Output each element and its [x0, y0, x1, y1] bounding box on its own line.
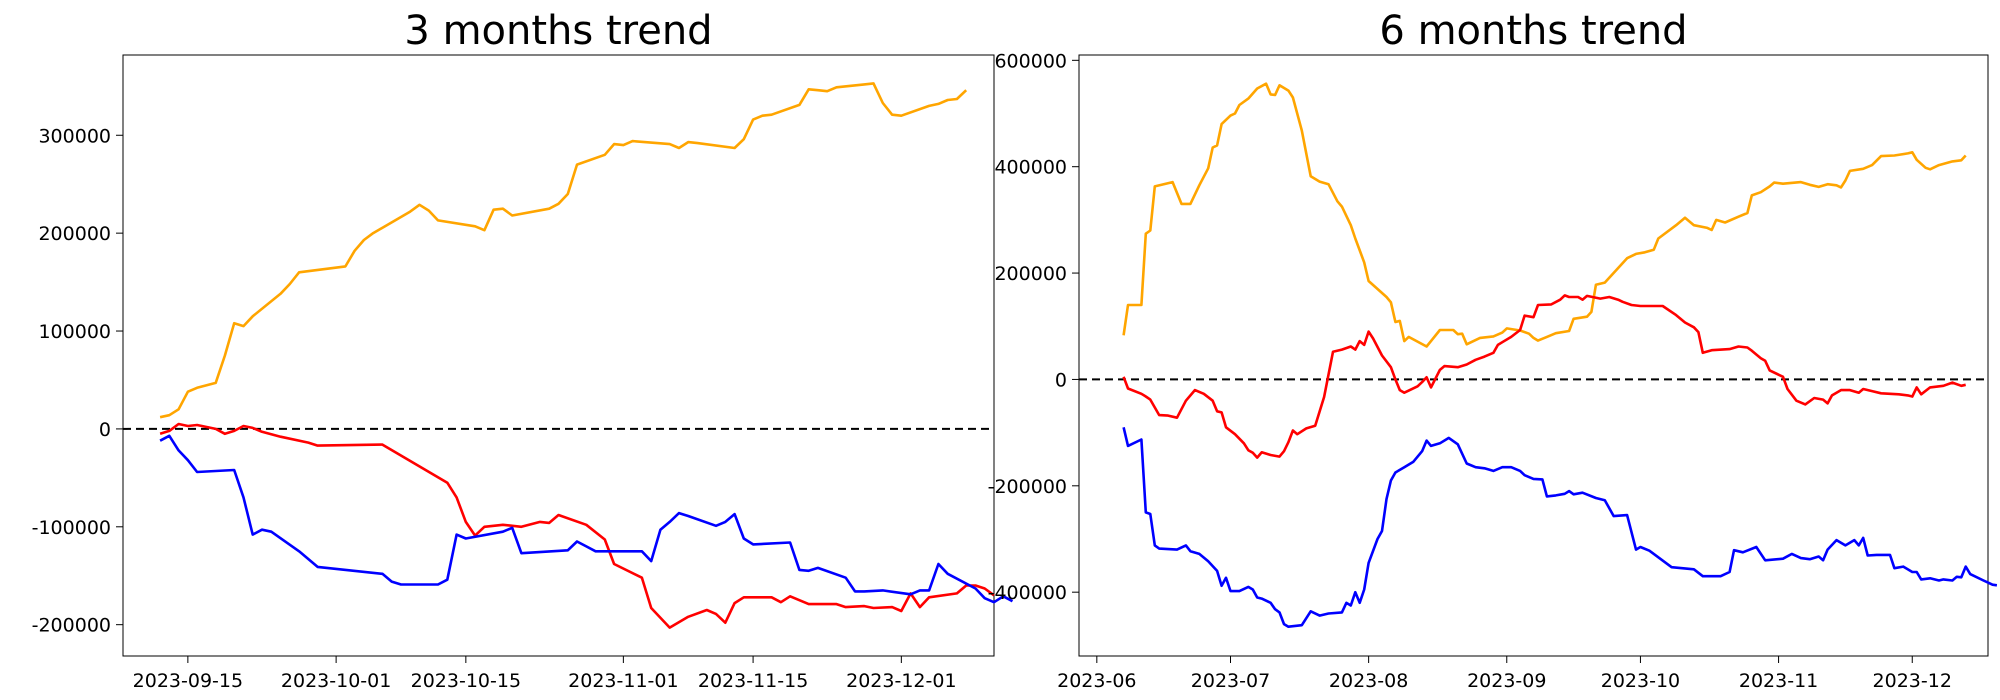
x-tick-label: 2023-10-01 [281, 670, 391, 692]
red-series-line [159, 422, 995, 629]
y-tick-label: 0 [1055, 369, 1067, 391]
plot-frame [122, 54, 995, 657]
x-tick-label: 2023-12-01 [846, 670, 956, 692]
chart-title: 3 months trend [404, 8, 712, 54]
chart-6-months: 6 months trend 2023-06 2023-07 2023-08 2023… [988, 8, 1998, 692]
orange-series-line [159, 82, 968, 419]
series-lines [159, 82, 1014, 629]
x-tick-label: 2023-06 [1057, 670, 1136, 692]
x-tick-label: 2023-10-15 [411, 670, 521, 692]
axis-ticks: 2023-09-15 2023-10-01 2023-10-15 2023-11-01… [32, 125, 957, 692]
y-tick-label: 0 [99, 419, 111, 441]
y-tick-label: 400000 [994, 157, 1067, 179]
y-tick-label: 600000 [994, 50, 1067, 72]
x-tick-label: 2023-08 [1329, 670, 1408, 692]
y-tick-label: 100000 [38, 321, 111, 343]
y-tick-label: 300000 [38, 125, 111, 147]
plot-frame [1078, 54, 1989, 657]
blue-series-line [159, 434, 1014, 604]
x-tick-label: 2023-11-01 [568, 670, 678, 692]
x-tick-label: 2023-09 [1467, 670, 1546, 692]
y-tick-label: -200000 [988, 476, 1067, 498]
y-tick-label: 200000 [994, 263, 1067, 285]
y-tick-label: -100000 [32, 517, 111, 539]
y-tick-label: -200000 [32, 615, 111, 637]
x-tick-label: 2023-09-15 [133, 670, 243, 692]
x-tick-label: 2023-11-15 [698, 670, 808, 692]
x-tick-label: 2023-11 [1739, 670, 1818, 692]
orange-series-line [1122, 82, 1967, 348]
axis-ticks: 2023-06 2023-07 2023-08 2023-09 2023-10 2023-… [988, 50, 1952, 692]
chart-title: 6 months trend [1379, 8, 1687, 54]
x-tick-label: 2023-12 [1873, 670, 1952, 692]
red-series-line [1122, 294, 1966, 459]
chart-3-months: 3 months trend 2023-09-15 2023-10-01 2023-… [32, 8, 1014, 692]
series-lines [1122, 82, 1998, 629]
blue-series-line [1122, 427, 1998, 629]
x-tick-label: 2023-10 [1601, 670, 1680, 692]
y-tick-label: 200000 [38, 223, 111, 245]
y-tick-label: -400000 [988, 582, 1067, 604]
x-tick-label: 2023-07 [1191, 670, 1270, 692]
